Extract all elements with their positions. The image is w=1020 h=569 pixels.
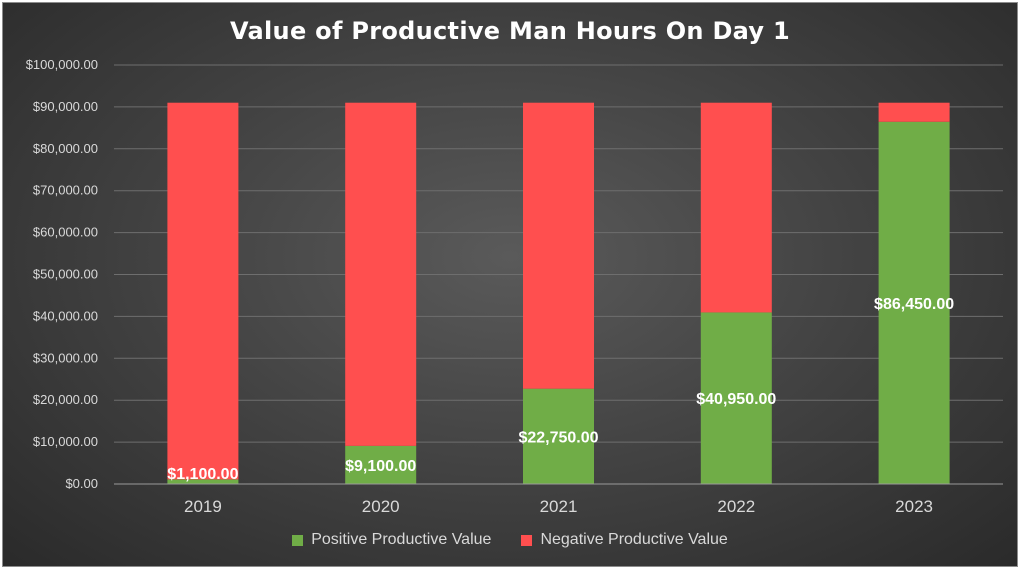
legend-item-positive: Positive Productive Value xyxy=(292,531,491,549)
y-tick-label: $0.00 xyxy=(65,476,98,491)
bar-negative-2023 xyxy=(878,102,950,122)
legend-label-negative: Negative Productive Value xyxy=(540,531,728,548)
x-tick-label: 2019 xyxy=(184,497,222,516)
x-tick-label: 2022 xyxy=(717,497,755,516)
y-tick-label: $70,000.00 xyxy=(33,183,98,198)
y-tick-label: $80,000.00 xyxy=(33,141,98,156)
data-label: $40,950.00 xyxy=(696,391,776,408)
x-tick-label: 2021 xyxy=(540,497,578,516)
bar-negative-2020 xyxy=(345,102,417,446)
data-label: $1,100.00 xyxy=(167,466,238,483)
chart-legend: Positive Productive Value Negative Produ… xyxy=(3,531,1017,549)
bar-positive-2023 xyxy=(878,121,950,484)
data-label: $22,750.00 xyxy=(518,429,598,446)
bar-positive-2021 xyxy=(523,388,594,484)
bar-positive-2022 xyxy=(700,312,772,484)
y-tick-label: $30,000.00 xyxy=(33,350,98,365)
bar-negative-2019 xyxy=(167,102,239,480)
legend-swatch-positive xyxy=(292,534,304,546)
legend-swatch-negative xyxy=(521,534,533,546)
bar-positive-2020 xyxy=(345,445,417,484)
legend-item-negative: Negative Productive Value xyxy=(521,531,728,549)
bar-negative-2021 xyxy=(523,102,594,389)
y-tick-label: $60,000.00 xyxy=(33,225,98,240)
y-tick-label: $10,000.00 xyxy=(33,434,98,449)
y-tick-label: $50,000.00 xyxy=(33,267,98,282)
x-tick-label: 2020 xyxy=(362,497,400,516)
y-tick-label: $100,000.00 xyxy=(26,57,98,72)
chart-plot: $0.00 $10,000.00 $20,000.00 $30,000.00 $40,0… xyxy=(26,57,1003,516)
x-tick-label: 2023 xyxy=(895,497,933,516)
chart-title: Value of Productive Man Hours On Day 1 xyxy=(229,17,791,45)
data-label: $9,100.00 xyxy=(345,458,416,475)
y-tick-label: $90,000.00 xyxy=(33,99,98,114)
data-label: $86,450.00 xyxy=(874,296,954,313)
y-tick-label: $40,000.00 xyxy=(33,308,98,323)
y-tick-label: $20,000.00 xyxy=(33,392,98,407)
legend-label-positive: Positive Productive Value xyxy=(311,531,492,548)
bar-positive-2019 xyxy=(167,479,239,484)
bar-negative-2022 xyxy=(700,102,772,313)
